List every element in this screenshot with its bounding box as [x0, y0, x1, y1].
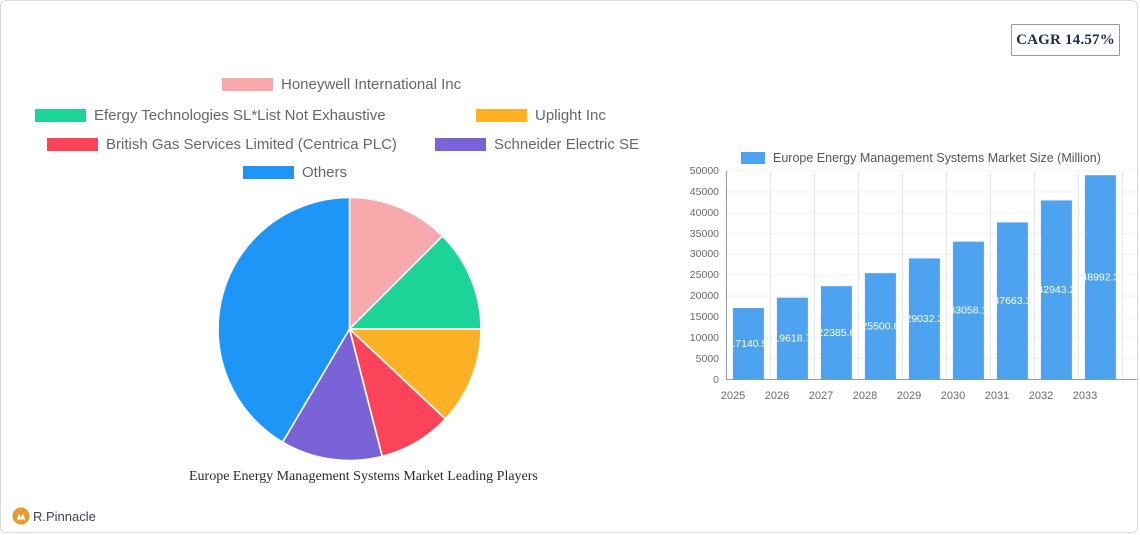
svg-text:42943.2: 42943.2: [1037, 284, 1075, 296]
svg-text:37663.3: 37663.3: [993, 295, 1031, 307]
svg-text:29032.3: 29032.3: [905, 313, 943, 325]
svg-text:19618.7: 19618.7: [773, 333, 811, 345]
svg-text:33058.1: 33058.1: [949, 305, 987, 317]
svg-text:25500.6: 25500.6: [861, 320, 899, 332]
svg-text:22385.6: 22385.6: [817, 327, 855, 339]
svg-text:17140.5: 17140.5: [729, 338, 767, 350]
svg-text:48992.3: 48992.3: [1081, 271, 1119, 283]
